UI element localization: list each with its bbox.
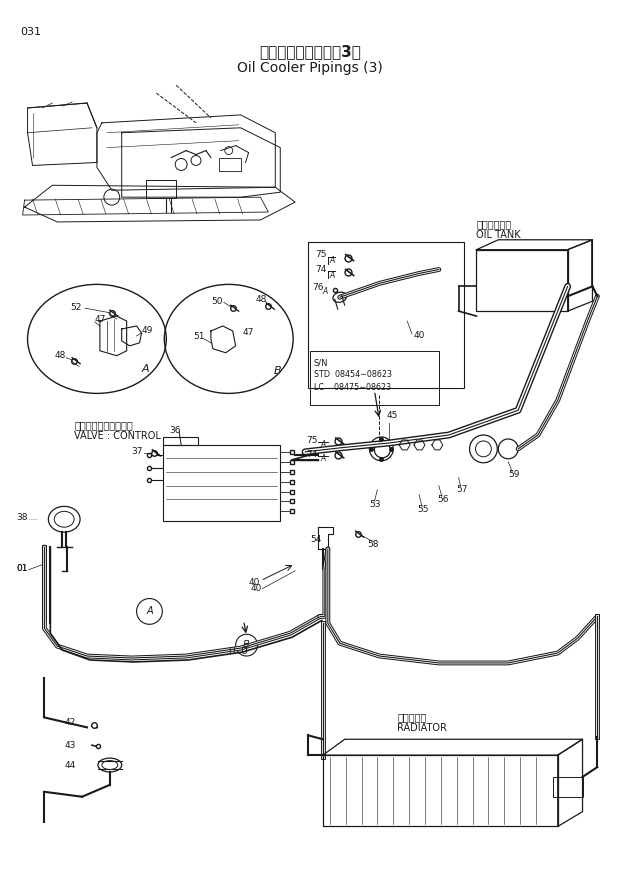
Text: 40: 40 — [414, 332, 425, 340]
Text: オイルタンク: オイルタンク — [477, 219, 512, 229]
Bar — [310, 351, 439, 405]
Text: 59: 59 — [508, 471, 520, 479]
Text: B: B — [273, 366, 281, 375]
Text: ラジエータ: ラジエータ — [397, 712, 427, 723]
Text: 01: 01 — [17, 564, 28, 574]
Text: 75: 75 — [306, 436, 317, 445]
Text: 47: 47 — [242, 328, 254, 338]
Text: 50: 50 — [211, 297, 223, 306]
Text: 49: 49 — [141, 327, 153, 335]
Text: 54: 54 — [310, 534, 321, 544]
Text: 47: 47 — [95, 314, 106, 324]
Text: 44: 44 — [64, 760, 76, 769]
Text: 42: 42 — [64, 718, 76, 727]
Text: A: A — [320, 440, 325, 450]
Text: Oil Cooler Pipings (3): Oil Cooler Pipings (3) — [237, 61, 383, 75]
Text: 48: 48 — [55, 351, 66, 361]
Text: OIL TANK: OIL TANK — [477, 230, 521, 240]
Text: U  U: U U — [229, 647, 247, 656]
Text: 74: 74 — [306, 450, 317, 459]
Text: A: A — [320, 454, 325, 464]
Bar — [163, 437, 198, 445]
Text: 37: 37 — [131, 447, 143, 457]
Text: バルブ：コントロール: バルブ：コントロール — [74, 420, 133, 430]
Bar — [219, 157, 241, 171]
Text: 76: 76 — [312, 283, 324, 292]
Text: A: A — [141, 364, 149, 374]
Text: 01: 01 — [17, 564, 28, 574]
Text: 74: 74 — [315, 265, 326, 274]
Text: 53: 53 — [370, 500, 381, 509]
Text: 38: 38 — [17, 512, 28, 522]
Text: 51: 51 — [193, 333, 205, 341]
Text: 43: 43 — [64, 740, 76, 750]
Text: オイルクーラ配管（3）: オイルクーラ配管（3） — [259, 44, 361, 59]
Text: STD  08454∼08623: STD 08454∼08623 — [314, 370, 392, 379]
Text: S/N: S/N — [314, 358, 329, 368]
Text: 40: 40 — [250, 584, 262, 593]
Text: 031: 031 — [20, 27, 42, 37]
Text: A: A — [330, 271, 335, 280]
Bar — [146, 181, 176, 198]
Text: 75: 75 — [315, 251, 327, 259]
Text: A: A — [146, 607, 153, 616]
Text: 36: 36 — [169, 425, 181, 435]
Text: 55: 55 — [417, 505, 428, 514]
Text: RADIATOR: RADIATOR — [397, 724, 447, 733]
Text: 48: 48 — [255, 295, 267, 304]
Bar — [308, 242, 464, 388]
Text: 57: 57 — [457, 485, 468, 494]
Text: 52: 52 — [70, 303, 82, 312]
Text: B: B — [243, 640, 250, 650]
Text: 56: 56 — [437, 495, 448, 504]
Circle shape — [236, 634, 257, 656]
Text: A: A — [330, 256, 335, 265]
Text: 58: 58 — [368, 540, 379, 548]
Circle shape — [136, 599, 162, 624]
Bar — [553, 777, 583, 797]
Text: LC    08475∼08623: LC 08475∼08623 — [314, 383, 391, 392]
Text: 40: 40 — [249, 578, 260, 588]
Text: 45: 45 — [386, 410, 397, 420]
Text: VALVE : CONTROL: VALVE : CONTROL — [74, 431, 161, 441]
Text: A: A — [323, 287, 328, 296]
